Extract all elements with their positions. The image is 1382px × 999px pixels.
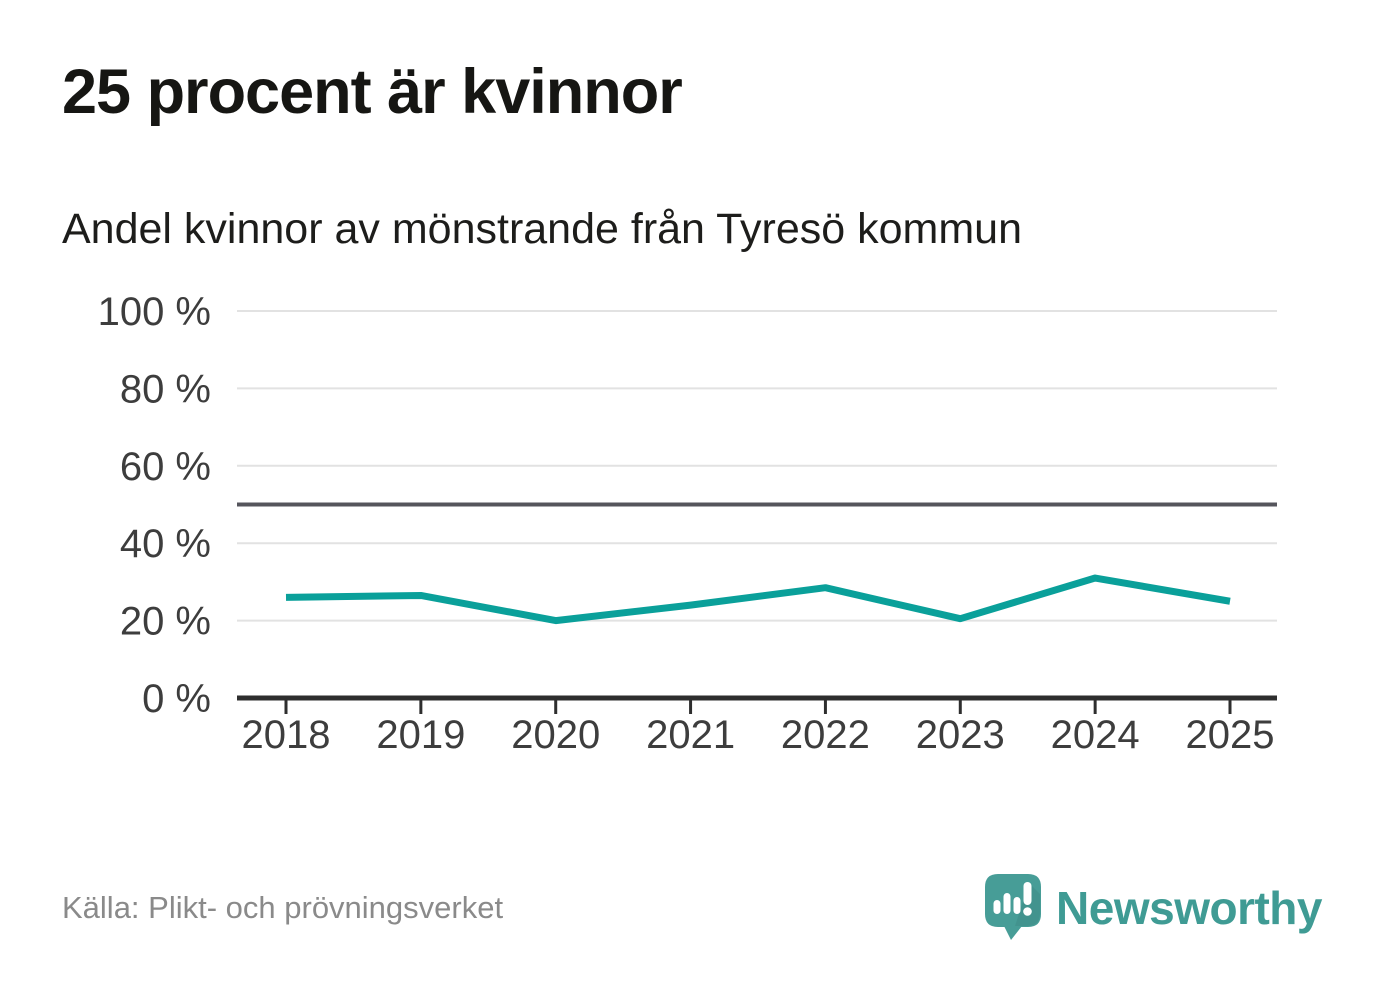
svg-text:60 %: 60 % bbox=[120, 445, 211, 489]
newsworthy-logo-text: Newsworthy bbox=[1056, 882, 1322, 934]
chart-footer: Källa: Plikt- och prövningsverket Newswo… bbox=[62, 872, 1322, 944]
svg-text:2019: 2019 bbox=[376, 713, 465, 757]
svg-text:2023: 2023 bbox=[916, 713, 1005, 757]
svg-text:2018: 2018 bbox=[242, 713, 331, 757]
newsworthy-logo: Newsworthy bbox=[984, 873, 1322, 943]
chart-title: 25 procent är kvinnor bbox=[62, 57, 683, 127]
svg-text:20 %: 20 % bbox=[120, 600, 211, 644]
speech-bubble-bar-chart-icon bbox=[985, 874, 1042, 940]
svg-text:2020: 2020 bbox=[511, 713, 600, 757]
chart-subtitle: Andel kvinnor av mönstrande från Tyresö … bbox=[62, 205, 1023, 253]
svg-text:0 %: 0 % bbox=[142, 677, 211, 721]
svg-text:2024: 2024 bbox=[1051, 713, 1140, 757]
svg-text:2021: 2021 bbox=[646, 713, 735, 757]
svg-text:40 %: 40 % bbox=[120, 522, 211, 566]
source-note: Källa: Plikt- och prövningsverket bbox=[62, 890, 504, 925]
svg-text:80 %: 80 % bbox=[120, 367, 211, 411]
svg-text:2022: 2022 bbox=[781, 713, 870, 757]
svg-text:100 %: 100 % bbox=[98, 290, 211, 334]
svg-text:2025: 2025 bbox=[1186, 713, 1275, 757]
